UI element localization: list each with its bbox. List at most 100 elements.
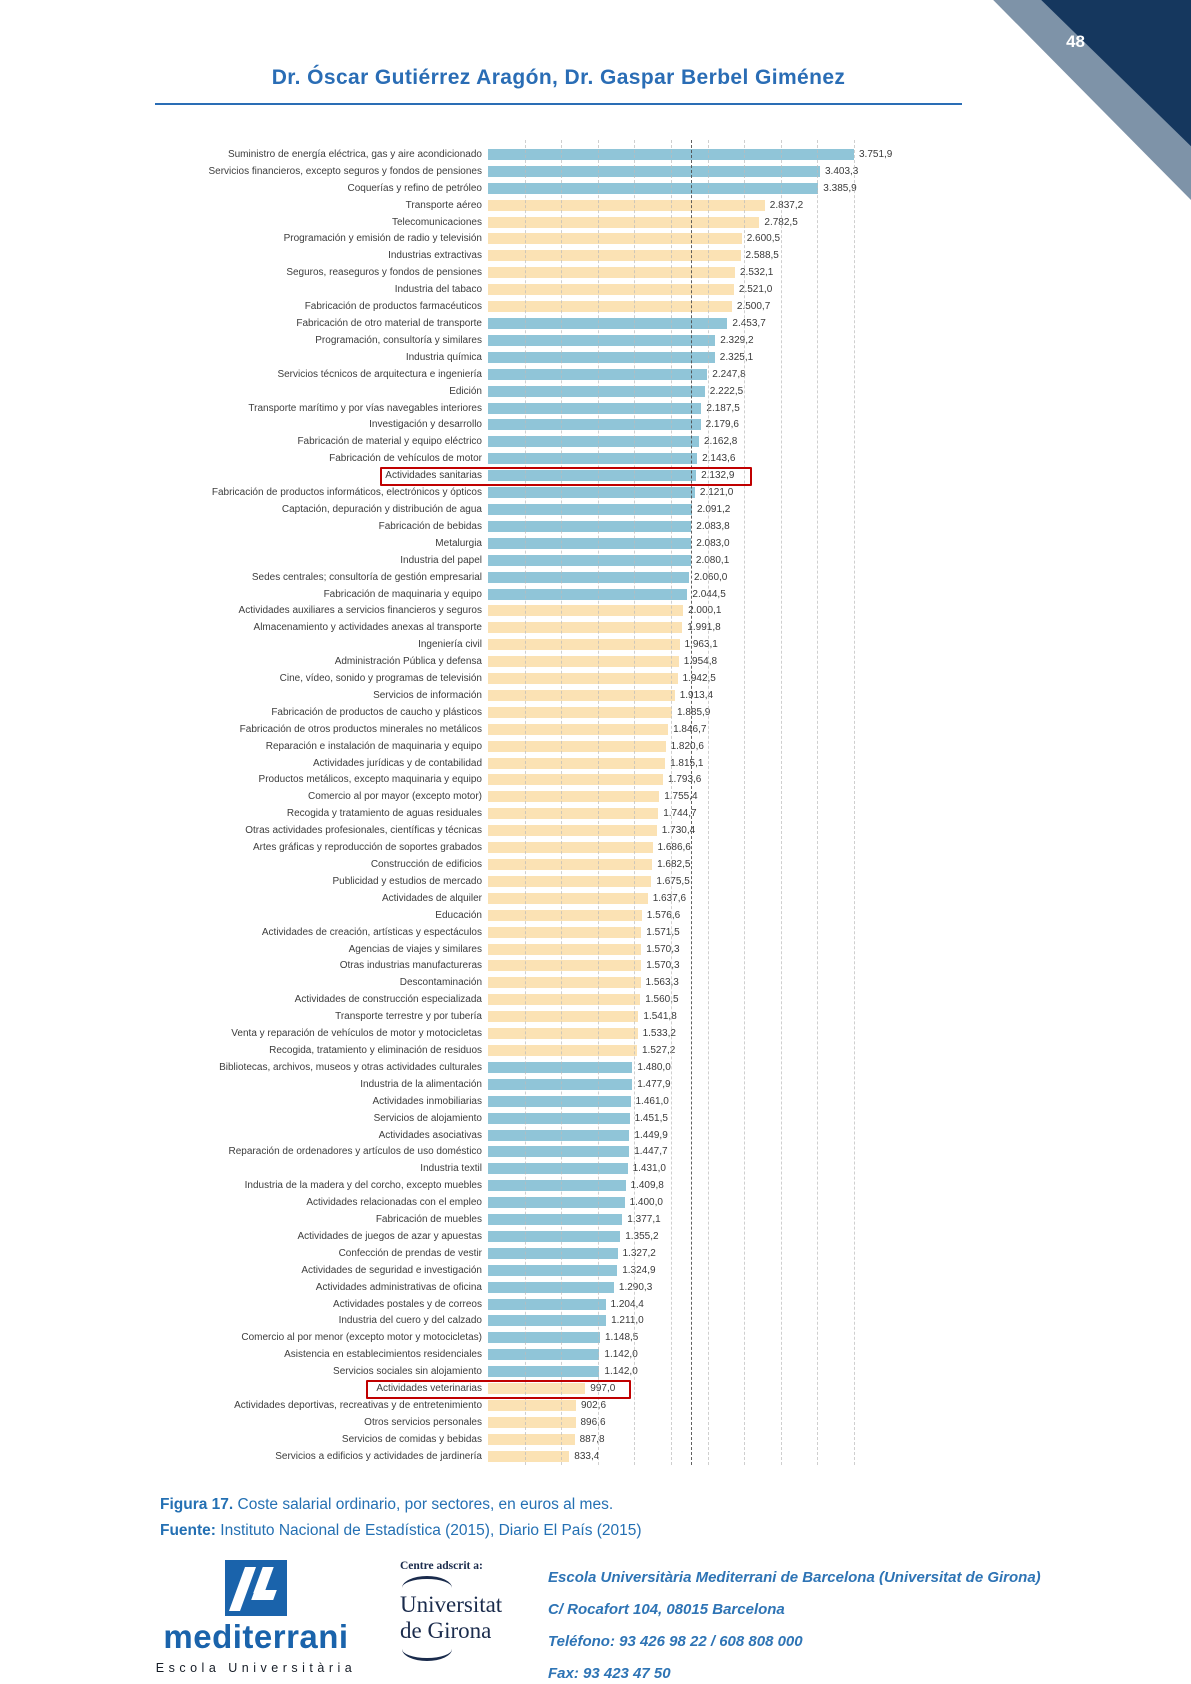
- bar-row: Servicios técnicos de arquitectura e ing…: [185, 366, 943, 383]
- bar-value: 1.793,6: [668, 774, 702, 786]
- bar: [488, 1112, 630, 1124]
- bar-value: 896,6: [580, 1416, 606, 1428]
- bar: [488, 284, 734, 296]
- bar-row: Actividades de alquiler 1.637,6: [185, 890, 943, 907]
- bar-label: Actividades de juegos de azar y apuestas: [297, 1230, 482, 1242]
- bar-label: Actividades de alquiler: [381, 892, 482, 904]
- bar-label: Almacenamiento y actividades anexas al t…: [253, 622, 482, 634]
- caption-fuente-label: Fuente:: [160, 1522, 216, 1540]
- contact-line-address: C/ Rocafort 104, 08015 Barcelona: [548, 1600, 785, 1618]
- bar-row: Reparación de ordenadores y artículos de…: [185, 1143, 943, 1160]
- bar-value: 2.325,1: [719, 351, 754, 363]
- bar: [488, 1400, 576, 1412]
- contact-line-phone: Teléfono: 93 426 98 22 / 608 808 000: [548, 1632, 803, 1650]
- bar-value: 2.080,1: [695, 554, 730, 566]
- bar: [488, 267, 735, 279]
- bar-rows: Suministro de energía eléctrica, gas y a…: [185, 146, 943, 1465]
- bar-label: Industria del tabaco: [394, 284, 482, 296]
- adscrit-label: Centre adscrit a:: [400, 1560, 483, 1572]
- bar: [488, 318, 728, 330]
- bar-label: Seguros, reaseguros y fondos de pensione…: [286, 267, 482, 279]
- bar-value: 2.521,0: [738, 284, 773, 296]
- bar: [488, 1416, 576, 1428]
- bar-value: 1.942,5: [682, 673, 716, 685]
- bar: [488, 470, 697, 482]
- bar: [488, 706, 672, 718]
- bar-row: Programación, consultoría y similares 2.3…: [185, 332, 943, 349]
- bar-value: 2.453,7: [732, 318, 766, 330]
- bar-value: 1.571,5: [646, 926, 680, 938]
- bar-label: Otras actividades profesionales, científ…: [245, 825, 482, 837]
- bar-label: Fabricación de productos de caucho y plá…: [271, 706, 482, 718]
- bar-value: 2.187,5: [706, 402, 740, 414]
- bar-label: Servicios a edificios y actividades de j…: [275, 1450, 482, 1462]
- bar: [488, 909, 642, 921]
- bar: [488, 1433, 575, 1445]
- udg-brace-bottom-icon: [402, 1649, 452, 1661]
- bar-row: Actividades postales y de correos 1.204,4: [185, 1296, 943, 1313]
- bar-label: Actividades de creación, artísticas y es…: [261, 926, 482, 938]
- bar-row: Otras industrias manufactureras 1.570,3: [185, 958, 943, 975]
- bar-row: Industria de la alimentación 1.477,9: [185, 1076, 943, 1093]
- universitat-girona-logo: Centre adscrit a: Universitat de Girona: [400, 1560, 550, 1665]
- bar-row: Publicidad y estudios de mercado 1.675,5: [185, 873, 943, 890]
- bar-value: 2.162,8: [704, 436, 738, 448]
- bar-value: 2.222,5: [709, 385, 744, 397]
- bar: [488, 1028, 638, 1040]
- bar-value: 1.576,6: [646, 909, 681, 921]
- bar: [488, 385, 705, 397]
- bar-label: Confección de prendas de vestir: [338, 1247, 482, 1259]
- bar: [488, 774, 663, 786]
- mediterrani-subtitle: Escola Universitària: [155, 1660, 357, 1675]
- bar-label: Actividades sanitarias: [385, 470, 482, 482]
- bar-row: Recogida, tratamiento y eliminación de r…: [185, 1042, 943, 1059]
- contact-block: Escola Universitària Mediterrani de Barc…: [548, 1562, 1068, 1684]
- bar: [488, 1281, 614, 1293]
- bar: [488, 1315, 607, 1327]
- bar: [488, 233, 742, 245]
- bar-value: 833,4: [574, 1450, 600, 1462]
- bar: [488, 960, 642, 972]
- highlight-box: [380, 467, 752, 487]
- bar-label: Comercio al por mayor (excepto motor): [308, 791, 482, 803]
- bar-row: Ingeniería civil 1.963,1: [185, 636, 943, 653]
- bar-label: Sedes centrales; consultoría de gestión …: [251, 571, 482, 583]
- bar-label: Fabricación de otros productos minerales…: [239, 723, 482, 735]
- bar-value: 1.541,8: [643, 1011, 677, 1023]
- bar-row: Comercio al por menor (excepto motor y m…: [185, 1329, 943, 1346]
- bar-label: Programación, consultoría y similares: [315, 334, 482, 346]
- bar-value: 2.121,0: [699, 487, 734, 499]
- bar-label: Telecomunicaciones: [391, 216, 482, 228]
- bar: [488, 199, 765, 211]
- bar-label: Industria de la madera y del corcho, exc…: [244, 1180, 482, 1192]
- bar: [488, 419, 701, 431]
- bar-value: 1.954,8: [683, 656, 718, 668]
- bar-value: 1.563,3: [645, 977, 679, 989]
- bar-label: Edición: [449, 385, 482, 397]
- bar-row: Fabricación de vehículos de motor 2.143,6: [185, 450, 943, 467]
- bar-row: Fabricación de productos de caucho y plá…: [185, 704, 943, 721]
- bar-value: 1.355,2: [625, 1230, 659, 1242]
- bar: [488, 1450, 570, 1462]
- udg-name-line1: Universitat: [400, 1592, 503, 1617]
- bar-row: Servicios de información 1.913,4: [185, 687, 943, 704]
- bar-row: Industria del cuero y del calzado 1.211,0: [185, 1313, 943, 1330]
- bar-row: Fabricación de otros productos minerales…: [185, 721, 943, 738]
- bar: [488, 842, 653, 854]
- bar-value: 1.142,0: [604, 1349, 638, 1361]
- bar-value: 1.815,1: [670, 757, 704, 769]
- bar: [488, 1163, 628, 1175]
- bar-row: Industria del tabaco 2.521,0: [185, 281, 943, 298]
- bar-value: 1.377,1: [627, 1214, 661, 1226]
- bar-row: Cine, vídeo, sonido y programas de telev…: [185, 670, 943, 687]
- bar-value: 1.963,1: [684, 639, 718, 651]
- bar: [488, 436, 699, 448]
- bar-label: Servicios de alojamiento: [373, 1112, 482, 1124]
- bar-value: 1.755,4: [664, 791, 698, 803]
- bar: [488, 875, 652, 887]
- bar-value: 1.885,9: [677, 706, 711, 718]
- bar-row: Reparación e instalación de maquinaria y…: [185, 738, 943, 755]
- bar-value: 2.329,2: [720, 334, 754, 346]
- bar: [488, 1247, 618, 1259]
